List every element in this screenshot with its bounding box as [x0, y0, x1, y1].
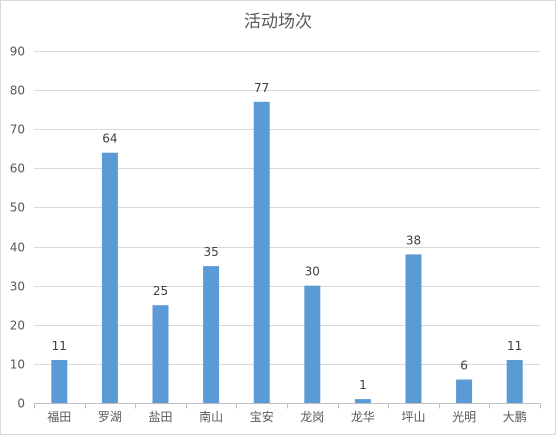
x-tick-label: 宝安: [250, 409, 274, 424]
x-tick-label: 大鹏: [503, 410, 527, 424]
data-label: 30: [305, 265, 320, 279]
chart-title: 活动场次: [244, 12, 312, 32]
x-tick-label: 龙华: [351, 410, 375, 424]
bar: [203, 266, 220, 403]
data-label: 6: [460, 359, 468, 373]
x-tick-label: 南山: [199, 409, 223, 424]
x-tick-label: 光明: [452, 410, 476, 424]
data-label: 38: [406, 233, 421, 247]
bar: [354, 399, 371, 403]
y-tick-label: 50: [10, 201, 25, 215]
bar: [304, 285, 321, 403]
y-axis-ticks: 0 10 20 30 40 50 60 70 80 90: [10, 45, 25, 411]
data-label: 1: [359, 378, 367, 392]
x-axis: 福田 罗湖 盐田 南山 宝安 龙岗 龙华 坪山 光明 大鹏: [34, 403, 541, 424]
data-label: 11: [52, 339, 67, 353]
y-tick-label: 40: [10, 241, 25, 255]
y-tick-label: 20: [10, 319, 25, 333]
data-label: 35: [203, 245, 218, 259]
bar: [152, 305, 169, 403]
x-tick-label: 罗湖: [98, 409, 122, 424]
y-tick-label: 10: [10, 358, 25, 372]
bar: [456, 379, 473, 403]
y-tick-label: 70: [10, 123, 25, 137]
bar: [405, 254, 422, 403]
y-tick-label: 80: [10, 84, 25, 98]
bar: [253, 101, 270, 403]
y-tick-label: 90: [10, 45, 25, 59]
y-tick-label: 0: [17, 397, 25, 411]
bar: [51, 359, 68, 403]
bar: [101, 152, 118, 403]
data-label: 64: [102, 132, 117, 146]
x-tick-label: 福田: [47, 409, 71, 424]
x-tick-label: 盐田: [148, 410, 172, 424]
data-label: 77: [254, 81, 269, 95]
bars: [51, 101, 523, 403]
x-tick-label: 龙岗: [300, 410, 324, 424]
data-labels: 11 64 25 35 77 30 1 38 6 11: [52, 81, 523, 392]
y-tick-label: 30: [10, 280, 25, 294]
data-label: 25: [153, 284, 168, 298]
bar: [506, 359, 523, 403]
gridlines: [34, 51, 540, 365]
data-label: 11: [507, 339, 522, 353]
x-tick-label: 坪山: [401, 410, 425, 424]
y-tick-label: 60: [10, 162, 25, 176]
